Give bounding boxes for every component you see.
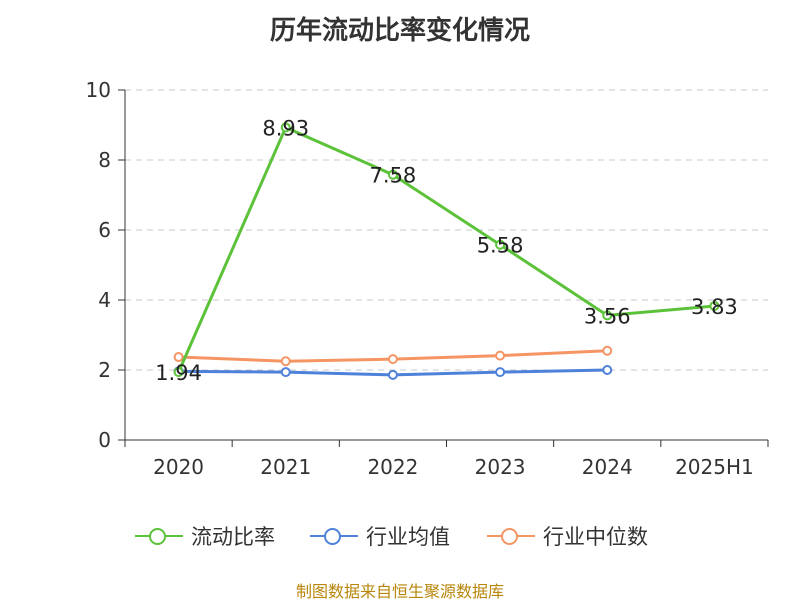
- data-label: 7.58: [370, 164, 417, 188]
- legend-label: 行业均值: [366, 525, 450, 549]
- legend-label: 流动比率: [191, 525, 275, 549]
- legend-label: 行业中位数: [543, 525, 648, 549]
- y-tick-label: 8: [98, 148, 111, 172]
- data-label: 5.58: [477, 234, 524, 258]
- x-tick-label: 2022: [367, 455, 418, 479]
- data-point: [280, 122, 291, 133]
- legend-item-current-ratio[interactable]: 流动比率: [135, 520, 275, 552]
- series-line: [177, 125, 715, 373]
- y-tick-label: 10: [86, 78, 111, 102]
- data-point: [602, 310, 613, 321]
- x-tick-label: 2024: [582, 455, 633, 479]
- data-label: 3.83: [691, 295, 738, 319]
- data-point: [280, 356, 291, 367]
- y-tick-label: 2: [98, 358, 111, 382]
- data-point: [495, 350, 506, 361]
- data-label: 8.93: [262, 116, 309, 140]
- data-point: [387, 169, 398, 180]
- data-point: [173, 352, 184, 363]
- data-label: 3.56: [584, 304, 631, 328]
- data-source-note: 制图数据来自恒生聚源数据库: [295, 582, 504, 601]
- data-point: [387, 354, 398, 365]
- data-point: [387, 369, 398, 380]
- data-label: 1.94: [155, 361, 202, 385]
- data-point: [602, 345, 613, 356]
- x-tick-label: 2020: [153, 455, 204, 479]
- chart-title: 历年流动比率变化情况: [269, 16, 530, 46]
- y-tick-label: 4: [98, 288, 111, 312]
- y-tick-label: 0: [98, 428, 111, 452]
- x-tick-label: 2021: [260, 455, 311, 479]
- legend-item-industry-median[interactable]: 行业中位数: [487, 520, 648, 552]
- legend: 流动比率 行业均值 行业中位数: [0, 520, 800, 552]
- data-point: [495, 239, 506, 250]
- y-tick-label: 6: [98, 218, 111, 242]
- x-tick-label: 2025H1: [675, 455, 754, 479]
- x-tick-label: 2023: [475, 455, 526, 479]
- data-point: [173, 367, 184, 378]
- data-point: [602, 365, 613, 375]
- legend-item-industry-average[interactable]: 行业均值: [310, 520, 450, 552]
- data-point: [709, 300, 720, 311]
- data-point: [495, 367, 506, 378]
- data-point: [280, 367, 291, 378]
